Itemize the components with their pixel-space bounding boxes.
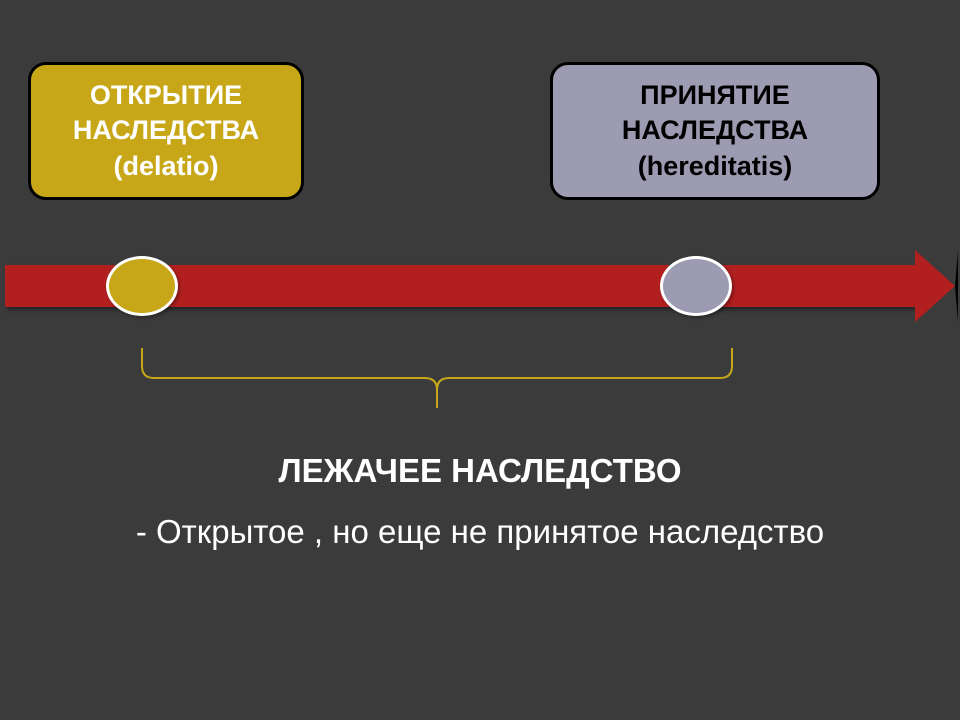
diagram-title: ЛЕЖАЧЕЕ НАСЛЕДСТВО bbox=[0, 452, 960, 490]
curly-bracket bbox=[0, 0, 960, 720]
diagram-subtitle: - Открытое , но еще не принятое наследст… bbox=[120, 510, 840, 555]
